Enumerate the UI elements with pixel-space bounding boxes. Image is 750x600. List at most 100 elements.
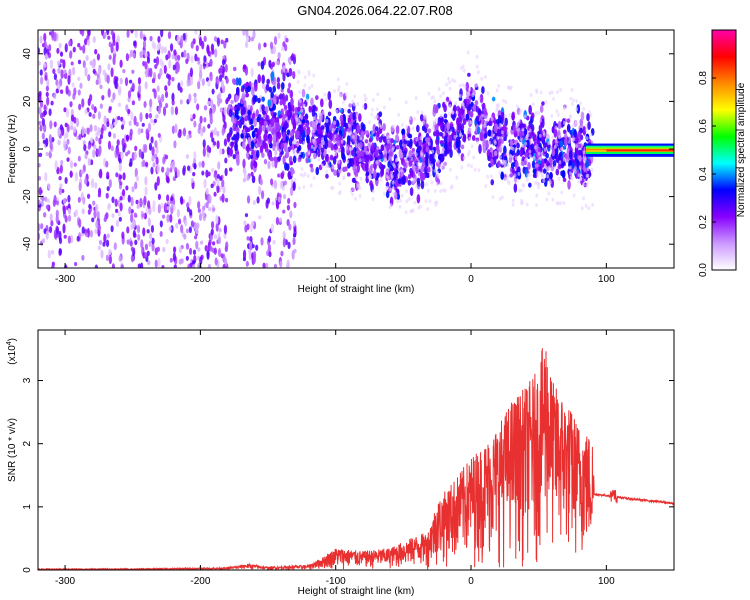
heatmap-cell [126,30,130,39]
heatmap-cell [168,59,172,69]
heatmap-cell [213,234,218,240]
heatmap-cell [435,117,438,122]
heatmap-cell [258,124,263,134]
heatmap-cell [500,143,504,148]
heatmap-cell [358,194,362,199]
heatmap-cell [428,163,432,168]
heatmap-cell [192,171,196,177]
heatmap-cell [220,80,225,89]
heatmap-cell [282,155,286,165]
heatmap-cell [465,113,470,121]
heatmap-cell [325,164,328,169]
heatmap-cell [231,78,236,85]
heatmap-cell [467,163,470,168]
heatmap-cell [152,42,157,50]
heatmap-cell [436,147,440,155]
heatmap-cell [519,137,523,142]
heatmap-cell [339,190,342,195]
heatmap-cell [91,217,95,223]
heatmap-cell [579,176,583,181]
heatmap-cell [430,180,434,185]
heatmap-cell [163,64,167,75]
heatmap-cell [87,74,91,82]
heatmap-cell [64,215,68,223]
heatmap-cell [44,53,48,60]
heatmap-cell [370,112,374,117]
heatmap-cell [272,133,277,144]
heatmap-cell [528,128,532,133]
heatmap-cell [143,195,147,206]
heatmap-cell [499,155,502,160]
heatmap-cell [263,120,268,127]
heatmap-cell [427,91,431,96]
heatmap-cell [117,115,121,121]
heatmap-cell [257,74,262,84]
heatmap-cell [376,92,380,97]
heatmap-cell [44,75,48,81]
snr-y-tick-label: 2 [22,440,33,446]
heatmap-cell [107,35,111,40]
heatmap-cell [77,196,81,203]
heatmap-cell [260,237,264,246]
heatmap-cell [115,219,119,228]
heatmap-cell [474,100,479,106]
heatmap-cell [100,249,104,259]
heatmap-cell [38,60,41,66]
heatmap-cell [112,55,116,66]
heatmap-cell [153,58,157,63]
heatmap-cell [395,134,399,142]
heatmap-cell [245,82,249,87]
heatmap-cell [267,235,272,243]
heatmap-cell [100,30,105,36]
heatmap-cell [154,259,158,268]
heatmap-cell [38,223,41,232]
heatmap-cell [541,158,545,168]
heatmap-cell [508,113,512,118]
heatmap-cell [345,81,349,86]
heatmap-cell [462,156,466,161]
heatmap-cell [144,252,148,258]
heatmap-cell [130,246,135,252]
heatmap-cell [586,143,674,147]
heatmap-cell [217,236,222,245]
heatmap-cell [432,126,435,131]
heatmap-cell [496,128,501,137]
heatmap-cell [250,140,255,150]
heatmap-cell [58,42,62,49]
heatmap-cell [511,202,515,207]
heatmap-cell [57,67,61,74]
heatmap-cell [50,100,54,106]
heatmap-cell [245,30,249,38]
heatmap-cell [315,120,319,125]
snr-y-tick-label: 0 [22,567,33,573]
heatmap-cell [97,224,102,231]
heatmap-cell [467,72,471,77]
heatmap-cell [96,149,100,155]
heatmap-cell [188,226,192,234]
heatmap-cell [96,53,101,61]
heatmap-cell [301,119,306,124]
heatmap-cell [320,98,324,108]
heatmap-cell [268,134,273,144]
heatmap-cell [119,196,123,201]
heatmap-cell [170,106,174,116]
heatmap-cell [193,163,197,170]
heatmap-cell [349,130,353,135]
heatmap-cell [280,82,285,90]
heatmap-cell [173,264,177,268]
heatmap-cell [298,136,303,145]
heatmap-cell [302,103,306,108]
heatmap-cell [119,59,123,68]
heatmap-cell [263,42,267,48]
heatmap-cell [51,264,55,268]
heatmap-cell [493,141,497,146]
heatmap-cell [206,250,210,260]
heatmap-cell [287,87,291,94]
heatmap-cell [70,114,75,122]
heatmap-cell [568,165,572,170]
heatmap-cell [97,245,102,251]
heatmap-cell [558,160,562,165]
heatmap-cell [553,128,558,138]
heatmap-cell [172,64,176,71]
snr-scale-close: ) [7,338,18,341]
